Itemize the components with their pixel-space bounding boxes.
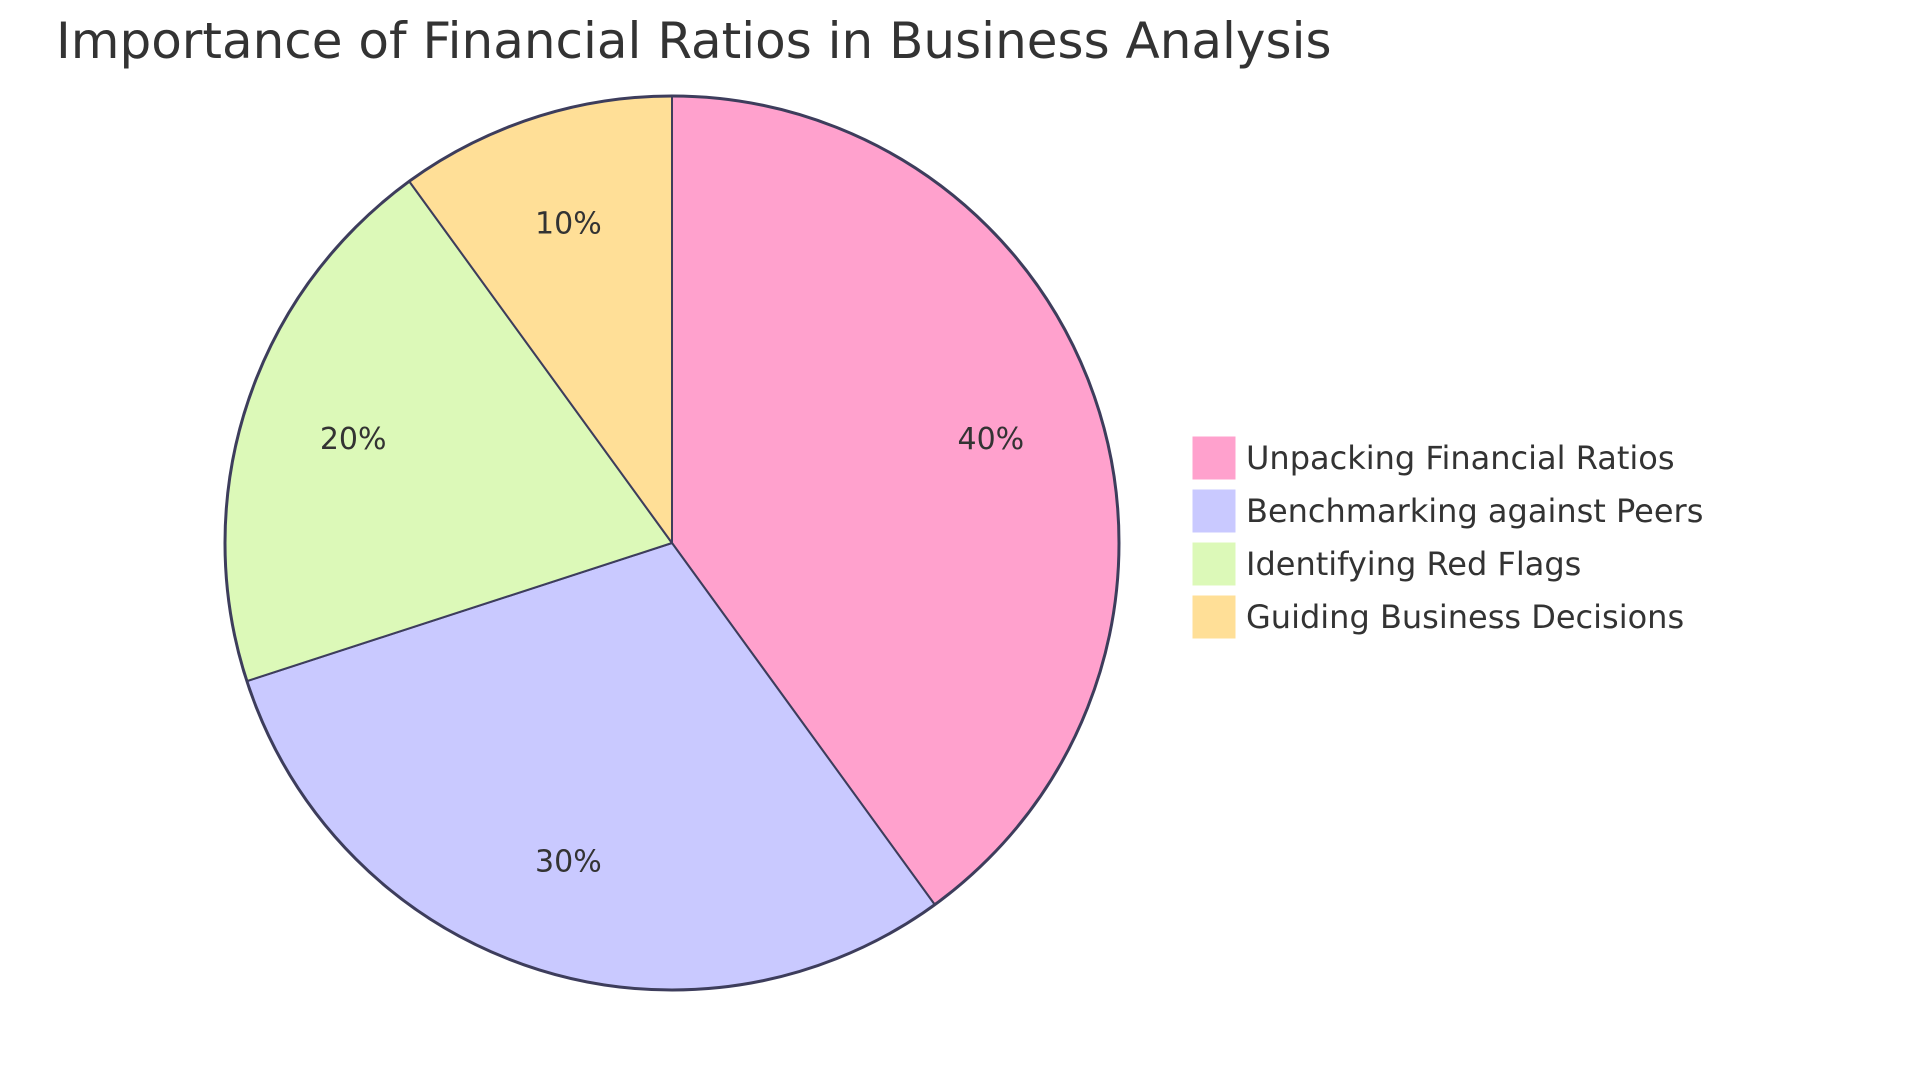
pie-slice-label: 20% <box>320 422 387 457</box>
pie-slice-label: 10% <box>535 207 602 242</box>
legend-swatch-identifying-red-flags <box>1191 541 1237 587</box>
legend-swatch-benchmarking-against-peers <box>1191 488 1237 534</box>
pie-slice-label: 40% <box>957 422 1024 457</box>
legend-label-unpacking-financial-ratios: Unpacking Financial Ratios <box>1246 439 1675 477</box>
legend: Unpacking Financial Ratios Benchmarking a… <box>1191 435 1703 640</box>
legend-swatch-unpacking-financial-ratios <box>1191 435 1237 481</box>
legend-label-identifying-red-flags: Identifying Red Flags <box>1246 545 1581 583</box>
pie-outline <box>223 94 1121 992</box>
pie-slices <box>223 94 1121 992</box>
legend-swatch-guiding-business-decisions <box>1191 594 1237 640</box>
legend-label-benchmarking-against-peers: Benchmarking against Peers <box>1246 492 1703 530</box>
pie-slice-labels: 40% 30% 20% 10% <box>320 207 1024 880</box>
legend-label-guiding-business-decisions: Guiding Business Decisions <box>1246 598 1684 636</box>
chart-title: Importance of Financial Ratios in Busine… <box>56 12 1332 70</box>
pie-slice-label: 30% <box>535 844 602 879</box>
